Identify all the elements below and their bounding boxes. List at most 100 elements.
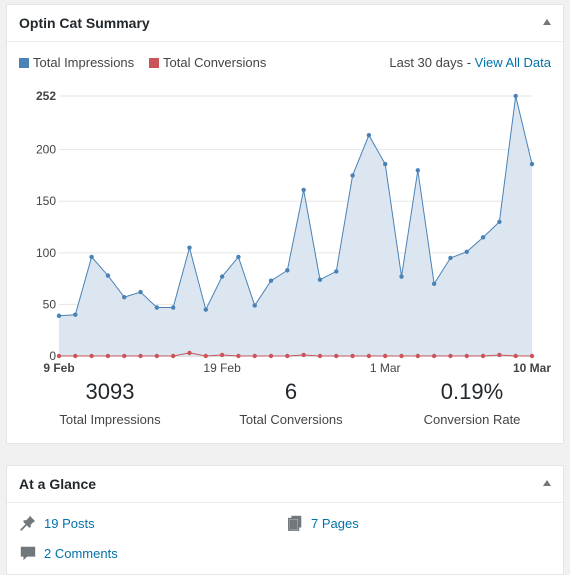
data-point — [399, 274, 404, 279]
data-point — [268, 353, 274, 359]
optin-cat-summary-widget: Optin Cat Summary Total Impressions Tota… — [6, 4, 564, 444]
data-point — [138, 289, 143, 295]
data-point — [366, 353, 372, 359]
legend-swatch-impressions — [19, 57, 29, 68]
x-tick-label: 9 Feb — [43, 361, 74, 375]
data-point — [154, 353, 160, 359]
legend-swatch-conversions — [149, 57, 159, 68]
stat-label: Total Conversions — [239, 412, 343, 427]
data-point — [122, 294, 127, 300]
y-tick-label: 100 — [36, 246, 56, 260]
data-point — [350, 173, 355, 178]
data-point — [203, 353, 208, 359]
data-point — [464, 249, 469, 254]
data-point — [497, 352, 502, 358]
view-all-data-link[interactable]: View All Data — [474, 55, 551, 70]
legend-label-impressions: Total Impressions — [33, 55, 135, 70]
widget-header[interactable]: At a Glance — [7, 466, 563, 503]
data-point — [285, 353, 290, 359]
data-point — [236, 353, 241, 359]
data-point — [317, 353, 323, 359]
widget-header[interactable]: Optin Cat Summary — [7, 5, 563, 42]
x-tick-label: 1 Mar — [370, 361, 401, 375]
data-point — [317, 277, 323, 282]
stat-total-conversions: 6 Total Conversions — [198, 379, 384, 427]
stat-value: 6 — [284, 379, 298, 404]
data-point — [513, 353, 518, 359]
pages-link[interactable]: 7 Pages — [311, 515, 359, 531]
posts-link[interactable]: 19 Posts — [44, 515, 95, 531]
data-point — [105, 353, 111, 359]
data-point — [513, 93, 518, 99]
y-tick-label: 50 — [43, 297, 57, 311]
data-point — [219, 274, 225, 279]
y-tick-label: 200 — [36, 143, 56, 157]
data-point — [73, 353, 78, 359]
x-tick-label: 10 Mar — [513, 361, 551, 375]
data-point — [415, 353, 421, 359]
y-tick-label: 0 — [49, 349, 56, 363]
y-tick-label: 252 — [36, 89, 56, 103]
stat-label: Conversion Rate — [423, 412, 521, 427]
data-point — [383, 161, 388, 167]
data-point — [73, 312, 78, 317]
data-point — [285, 268, 290, 273]
glance-item-posts[interactable]: 19 Posts — [19, 514, 95, 532]
legend-item-conversions: Total Conversions — [149, 55, 266, 70]
legend-label-conversions: Total Conversions — [163, 55, 267, 70]
data-point — [252, 303, 257, 308]
data-point — [366, 133, 372, 138]
data-point — [480, 353, 486, 359]
x-tick-label: 19 Feb — [203, 361, 241, 375]
data-point — [89, 254, 94, 260]
chart-legend: Total Impressions Total Conversions Last… — [19, 55, 551, 73]
data-point — [236, 254, 241, 260]
data-point — [415, 168, 421, 173]
data-point — [219, 352, 225, 358]
data-point — [187, 350, 192, 356]
data-point — [497, 219, 502, 225]
collapse-toggle-icon[interactable] — [543, 19, 551, 25]
data-point — [529, 353, 535, 359]
pages-icon — [288, 515, 302, 531]
data-point — [383, 353, 388, 359]
data-point — [56, 313, 62, 318]
stat-conversion-rate: 0.19% Conversion Rate — [379, 379, 565, 427]
comments-link[interactable]: 2 Comments — [44, 545, 118, 561]
pushpin-icon — [20, 515, 36, 531]
at-a-glance-widget: At a Glance 19 Posts 7 Pages 2 Comments — [6, 465, 564, 575]
stat-value: 3093 — [85, 379, 135, 404]
date-range-separator: - — [463, 55, 475, 70]
widget-title: Optin Cat Summary — [19, 15, 150, 31]
data-point — [170, 353, 176, 359]
data-point — [203, 307, 208, 312]
data-point — [252, 353, 257, 359]
data-point — [105, 273, 111, 278]
data-point — [154, 305, 160, 310]
data-point — [448, 255, 453, 261]
data-point — [301, 187, 306, 193]
data-point — [480, 235, 486, 240]
data-point — [122, 353, 127, 359]
data-point — [334, 269, 339, 274]
data-point — [399, 353, 404, 359]
widget-title: At a Glance — [19, 476, 97, 492]
collapse-toggle-icon[interactable] — [543, 480, 551, 486]
series-area — [59, 96, 532, 356]
data-point — [187, 245, 192, 250]
series-line — [58, 95, 533, 317]
comment-icon — [20, 546, 36, 561]
date-range-label: Last 30 days — [389, 55, 464, 70]
stat-label: Total Impressions — [59, 412, 161, 427]
glance-item-comments[interactable]: 2 Comments — [19, 544, 118, 562]
stat-total-impressions: 3093 Total Impressions — [17, 379, 203, 427]
data-point — [431, 353, 437, 359]
data-point — [56, 353, 62, 359]
y-tick-label: 150 — [36, 194, 56, 208]
data-point — [350, 353, 355, 359]
data-point — [170, 305, 176, 310]
series-line — [59, 352, 532, 357]
glance-item-pages[interactable]: 7 Pages — [286, 514, 359, 532]
data-point — [138, 353, 143, 359]
data-point — [431, 281, 437, 286]
